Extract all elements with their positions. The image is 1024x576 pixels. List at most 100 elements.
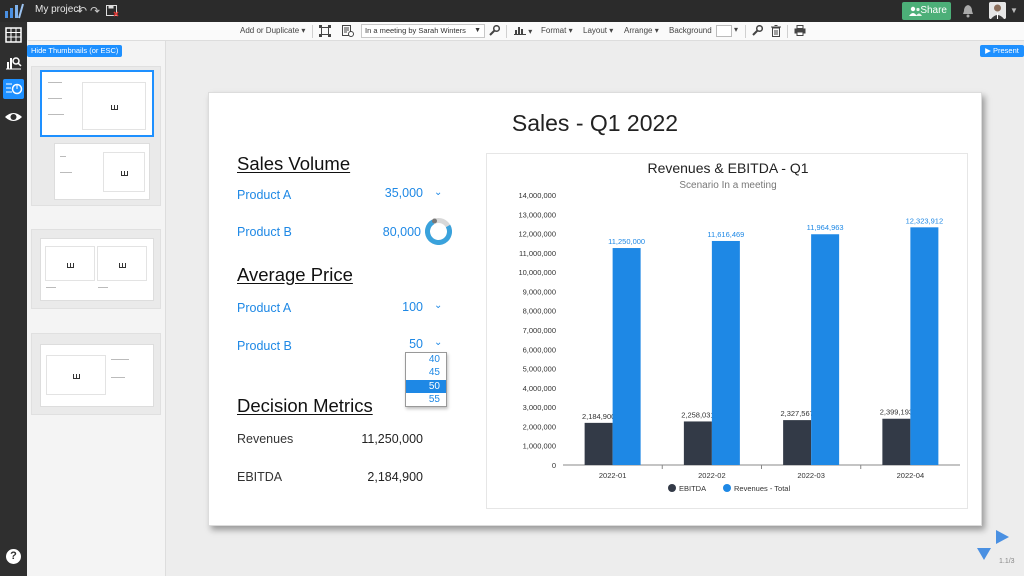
dial-knob[interactable] — [425, 218, 452, 245]
present-button[interactable]: ▶ Present — [980, 45, 1024, 57]
bar-revenues — [612, 248, 641, 465]
chevron-down-icon[interactable]: ⌄ — [434, 300, 443, 311]
legend-marker — [723, 484, 731, 492]
format-menu[interactable]: Format ▾ — [541, 26, 573, 35]
revenues-ebitda-chart[interactable]: Revenues & EBITDA - Q1 Scenario In a meet… — [486, 153, 968, 509]
sales-volume-product-a-value[interactable]: 35,000 — [384, 186, 423, 200]
mini-chart — [82, 82, 146, 130]
average-price-heading[interactable]: Average Price — [237, 264, 353, 285]
revenues-label: Revenues — [237, 432, 294, 446]
layout-menu[interactable]: Layout ▾ — [583, 26, 614, 35]
dropdown-option[interactable]: 55 — [428, 393, 440, 405]
redo-icon[interactable]: ↷ — [90, 4, 101, 18]
chevron-down-icon[interactable]: ⌄ — [434, 187, 443, 198]
chart-search-button[interactable] — [3, 52, 24, 72]
y-tick-label: 0 — [552, 461, 556, 470]
mini-text — [111, 377, 125, 378]
wrench-icon[interactable] — [752, 25, 763, 36]
bar-chart-icon — [514, 27, 526, 35]
background-color-swatch[interactable] — [716, 25, 732, 37]
revenues-value: 11,250,000 — [361, 432, 423, 446]
data-label: 2,399,193 — [880, 408, 913, 417]
y-tick-label: 5,000,000 — [523, 365, 556, 374]
chart-title: Revenues & EBITDA - Q1 — [647, 160, 808, 176]
x-tick-label: 2022-03 — [797, 471, 825, 480]
grid-icon — [5, 27, 22, 43]
y-tick-label: 6,000,000 — [523, 345, 556, 354]
presentation-button[interactable] — [3, 79, 24, 99]
y-tick-label: 3,000,000 — [523, 403, 556, 412]
share-button[interactable]: Share — [902, 2, 951, 20]
trash-icon[interactable] — [771, 25, 781, 37]
project-title[interactable]: My project — [35, 4, 82, 15]
dropdown-option-selected[interactable]: 50 — [406, 379, 446, 393]
sales-volume-product-b-value[interactable]: 80,000 — [382, 225, 421, 239]
data-label: 11,964,963 — [807, 223, 844, 232]
scenario-value: In a meeting by Sarah Winters — [365, 26, 466, 35]
caret-down-icon[interactable]: ▾ — [734, 25, 739, 34]
caret-down-icon: ▼ — [474, 27, 481, 34]
top-bar: My project ↶ ↷ Share ▼ — [0, 0, 1024, 22]
mini-text — [98, 287, 108, 288]
slide-thumbnail[interactable] — [40, 344, 154, 407]
legend-label: Revenues - Total — [734, 484, 790, 493]
dashboard-icon — [6, 83, 23, 95]
decision-metrics-heading[interactable]: Decision Metrics — [237, 395, 373, 416]
bar-ebitda — [882, 418, 911, 465]
format-label: Format — [541, 26, 567, 35]
bell-icon[interactable] — [962, 4, 974, 18]
wrench-icon[interactable] — [489, 25, 500, 36]
x-tick-label: 2022-04 — [897, 471, 925, 480]
chart-search-icon — [6, 57, 22, 70]
add-or-duplicate-menu[interactable]: Add or Duplicate ▾ — [240, 26, 306, 35]
data-grid-button[interactable] — [3, 25, 24, 45]
mini-chart — [45, 246, 95, 281]
app-logo-icon[interactable] — [4, 3, 24, 19]
data-label: 11,250,000 — [608, 237, 645, 246]
ebitda-value: 2,184,900 — [367, 470, 423, 484]
average-price-product-a-value[interactable]: 100 — [402, 300, 423, 314]
print-icon[interactable] — [794, 25, 806, 36]
slide-thumbnail[interactable] — [40, 70, 154, 137]
y-tick-label: 10,000,000 — [518, 268, 556, 277]
save-icon[interactable] — [106, 5, 119, 17]
preview-button[interactable] — [3, 107, 24, 127]
bar-ebitda — [783, 420, 812, 465]
divider — [787, 25, 788, 38]
help-icon[interactable]: ? — [6, 549, 21, 564]
chevron-down-icon[interactable]: ⌄ — [434, 337, 443, 348]
slide-thumbnail[interactable] — [40, 238, 154, 301]
arrange-menu[interactable]: Arrange ▾ — [624, 26, 659, 35]
eye-icon — [5, 113, 22, 121]
y-tick-label: 4,000,000 — [523, 384, 556, 393]
y-tick-label: 8,000,000 — [523, 307, 556, 316]
sales-volume-product-b-label: Product B — [237, 225, 292, 239]
average-price-product-a-label: Product A — [237, 301, 292, 315]
user-photo-icon — [989, 2, 1006, 19]
slide-thumbnail[interactable] — [54, 143, 150, 200]
hide-thumbnails-button[interactable]: Hide Thumbnails (or ESC) — [27, 45, 123, 57]
price-dropdown-list[interactable]: 40 45 50 55 — [405, 352, 447, 407]
bar-ebitda — [584, 422, 613, 465]
average-price-product-b-value[interactable]: 50 — [409, 337, 423, 351]
scenario-select[interactable]: In a meeting by Sarah Winters ▼ — [361, 24, 485, 38]
average-price-product-b-label: Product B — [237, 339, 292, 353]
divider — [312, 25, 313, 38]
y-tick-label: 14,000,000 — [518, 191, 556, 200]
select-frame-icon[interactable] — [319, 25, 331, 37]
undo-icon[interactable]: ↶ — [77, 4, 88, 18]
next-subslide-arrow-icon[interactable] — [977, 548, 991, 560]
sales-volume-heading[interactable]: Sales Volume — [237, 153, 351, 174]
sales-volume-product-a-label: Product A — [237, 188, 292, 202]
y-tick-label: 7,000,000 — [523, 326, 556, 335]
dropdown-option[interactable]: 40 — [428, 354, 440, 365]
scenario-icon[interactable] — [342, 25, 354, 37]
dropdown-option[interactable]: 45 — [428, 367, 440, 379]
avatar[interactable] — [989, 2, 1006, 19]
thumbnail-group — [31, 66, 161, 206]
chevron-down-icon[interactable]: ▼ — [1010, 6, 1018, 15]
next-slide-arrow-icon[interactable] — [996, 530, 1009, 544]
chart-type-menu[interactable]: ▾ — [514, 26, 532, 36]
legend-marker — [668, 484, 676, 492]
slide-title[interactable]: Sales - Q1 2022 — [511, 110, 679, 136]
